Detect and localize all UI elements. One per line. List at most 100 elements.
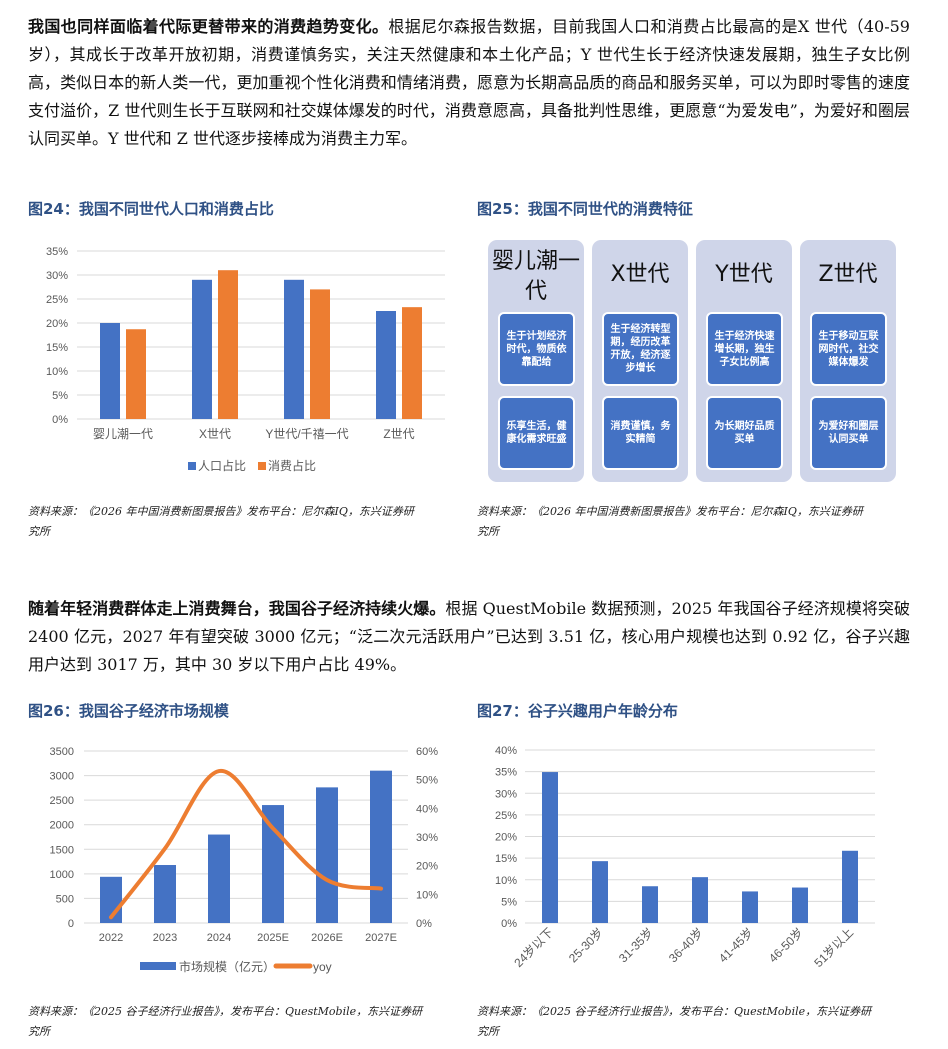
y-left-tick-label: 2500 [50,795,74,807]
y-tick-label: 35% [46,246,68,258]
y-tick-label: 0% [501,918,517,930]
y-left-tick-label: 0 [68,918,74,930]
x-category-label: 41-45岁 [715,925,756,966]
bar [692,877,708,923]
panel-head: Y世代 [715,262,773,287]
y-tick-label: 30% [46,270,68,282]
panel-gen-x: X世代 生于经济转型期，经历改革开放，经济逐步增长 消费谨慎，务实精简 [592,240,688,482]
figure27-source-line1: 资料来源：《2025 谷子经济行业报告》，发布平台：QuestMobile，东兴… [477,1005,872,1018]
bar [792,887,808,923]
y-tick-label: 5% [52,390,68,402]
y-right-tick-label: 0% [416,918,432,930]
bar [370,770,392,923]
y-left-tick-label: 1000 [50,869,74,881]
bar [192,279,212,419]
panel-trait-consumption: 消费谨慎，务实精简 [602,396,679,470]
yoy-line [109,769,383,920]
y-right-tick-label: 40% [416,803,438,815]
panel-baby-boomers: 婴儿潮一代 生于计划经济时代，物质依靠配给 乐享生活，健康化需求旺盛 [488,240,584,482]
y-tick-label: 5% [501,896,517,908]
intro-body: 根据尼尔森报告数据，目前我国人口和消费占比最高的是X 世代（40-59 岁），其… [28,17,910,148]
y-right-tick-label: 60% [416,746,438,758]
legend-swatch [258,462,266,470]
figure24-title: 图24：我国不同世代人口和消费占比 [28,200,274,218]
bar [642,886,658,923]
figure27-source: 资料来源：《2025 谷子经济行业报告》，发布平台：QuestMobile，东兴… [477,1002,909,1042]
x-category-label: 2027E [365,932,397,944]
panel-trait-consumption: 乐享生活，健康化需求旺盛 [498,396,575,470]
y-tick-label: 30% [495,788,517,800]
panel-trait-consumption: 为爱好和圈层认同买单 [810,396,887,470]
panel-gen-z: Z世代 生于移动互联网时代，社交媒体爆发 为爱好和圈层认同买单 [800,240,896,482]
y-tick-label: 25% [46,294,68,306]
y-right-tick-label: 30% [416,832,438,844]
x-category-label: Y世代/千禧一代 [265,427,348,441]
x-category-label: 婴儿潮一代 [93,426,153,441]
y-tick-label: 20% [495,832,517,844]
bar [592,861,608,923]
legend-swatch [188,462,196,470]
figure25-source-line2: 究所 [477,525,499,538]
guzi-lead: 随着年轻消费群体走上消费舞台，我国谷子经济持续火爆。 [28,599,446,618]
x-category-label: 2025E [257,932,289,944]
legend-label: 消费占比 [268,458,316,473]
x-category-label: 25-30岁 [565,925,606,966]
figure27-svg: 0% 5% 10% 15% 20% 25% 30% 35% 40% 24岁以下 25-30岁 31-3… [495,745,875,971]
figure24-source-line1: 资料来源：《2026 年中国消费新图景报告》发布平台：尼尔森IQ，东兴证券研 [28,505,414,518]
bar [402,307,422,419]
panel-trait-origin: 生于计划经济时代，物质依靠配给 [498,312,575,386]
intro-paragraph: 我国也同样面临着代际更替带来的消费趋势变化。根据尼尔森报告数据，目前我国人口和消… [28,13,910,153]
y-left-tick-label: 500 [56,893,74,905]
panel-head: Z世代 [818,262,878,287]
bar [126,329,146,419]
figure25-source-line1: 资料来源：《2026 年中国消费新图景报告》发布平台：尼尔森IQ，东兴证券研 [477,505,863,518]
bar [316,787,338,923]
x-category-label: 2024 [207,932,231,944]
x-category-label: Z世代 [383,427,414,441]
panel-gen-y: Y世代 生于经济快速增长期，独生子女比例高 为长期好品质买单 [696,240,792,482]
intro-lead: 我国也同样面临着代际更替带来的消费趋势变化。 [28,17,389,36]
x-category-label: X世代 [199,427,231,441]
legend-label: 市场规模（亿元） [179,959,275,974]
bar [742,891,758,923]
panel-trait-consumption: 为长期好品质买单 [706,396,783,470]
figure27-title: 图27：谷子兴趣用户年龄分布 [477,702,678,720]
figure26-source: 资料来源：《2025 谷子经济行业报告》，发布平台：QuestMobile，东兴… [28,1002,460,1042]
y-tick-label: 15% [495,853,517,865]
figure27-chart: 0% 5% 10% 15% 20% 25% 30% 35% 40% 24岁以下 25-30岁 31-3… [477,735,907,999]
y-tick-label: 40% [495,745,517,757]
y-right-tick-label: 50% [416,775,438,787]
y-right-tick-label: 10% [416,889,438,901]
x-category-label: 2023 [153,932,177,944]
bar [376,311,396,419]
x-category-label: 2026E [311,932,343,944]
legend-label: 人口占比 [198,458,246,473]
legend-swatch [140,962,176,970]
y-left-tick-label: 3000 [50,771,74,783]
y-tick-label: 0% [52,414,68,426]
x-category-label: 36-40岁 [665,925,706,966]
figure27-source-line2: 究所 [477,1025,499,1038]
x-category-label: 31-35岁 [615,925,656,966]
figure24-source-line2: 究所 [28,525,50,538]
bar [154,865,176,923]
x-category-label: 46-50岁 [765,925,806,966]
x-category-label: 2022 [99,932,123,944]
y-tick-label: 10% [495,875,517,887]
figure24-chart: 0% 5% 10% 15% 20% 25% 30% 35% 婴儿潮一代 X世代 Y世代/千禧一代 Z世… [28,235,458,489]
figure25-source: 资料来源：《2026 年中国消费新图景报告》发布平台：尼尔森IQ，东兴证券研 究… [477,502,909,542]
guzi-body: 根据 QuestMobile 数据预测，2025 年我国谷子经济规模将突破 24… [28,599,910,674]
y-right-tick-label: 20% [416,861,438,873]
y-left-tick-label: 1500 [50,844,74,856]
panel-trait-origin: 生于经济转型期，经历改革开放，经济逐步增长 [602,312,679,386]
figure26-title: 图26：我国谷子经济市场规模 [28,702,229,720]
bar [218,270,238,419]
bar [310,289,330,419]
panel-head: X世代 [610,262,670,287]
figure26-chart: 0 500 1000 1500 2000 2500 3000 3500 0% 10% 20% 30% 4… [28,735,458,989]
y-tick-label: 20% [46,318,68,330]
bar [842,850,858,923]
y-tick-label: 35% [495,767,517,779]
x-category-label: 51岁以上 [811,925,857,971]
figure24-svg: 0% 5% 10% 15% 20% 25% 30% 35% 婴儿潮一代 X世代 Y世代/千禧一代 Z世… [46,246,445,473]
